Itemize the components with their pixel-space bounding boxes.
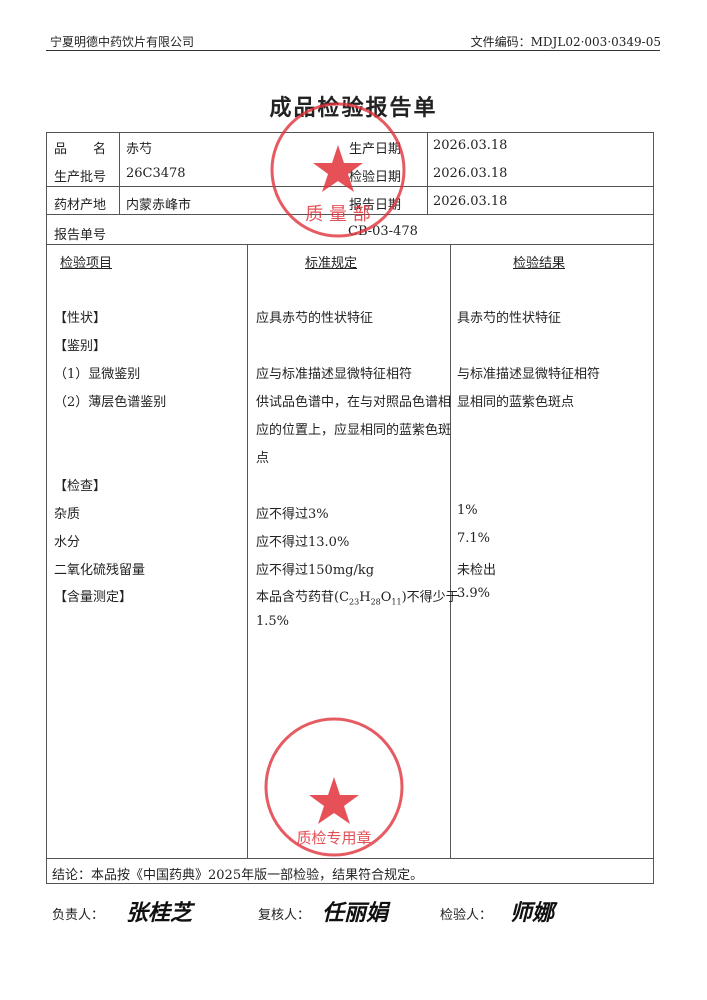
label: 报告单号 xyxy=(54,228,107,243)
row-standard: 点 xyxy=(256,451,270,466)
batch-number: 26C3478 xyxy=(126,166,186,181)
row-result: 与标准描述显微特征相符 xyxy=(457,367,601,382)
row-item: 杂质 xyxy=(54,507,81,522)
report-date: 2026.03.18 xyxy=(433,194,508,209)
quality-dept-stamp: 质 量 部 xyxy=(270,102,406,238)
row-standard: 应的位置上，应显相同的蓝紫色斑 xyxy=(256,423,452,438)
row-standard: 应不得过3% xyxy=(256,507,329,522)
row-result: 具赤芍的性状特征 xyxy=(457,311,562,326)
row-result: 1% xyxy=(457,503,478,518)
signature-inspector: 师娜 xyxy=(510,900,555,926)
company-name: 宁夏明德中药饮片有限公司 xyxy=(50,35,195,49)
column-header-result: 检验结果 xyxy=(513,256,566,271)
svg-text:质检专用章: 质检专用章 xyxy=(296,829,371,847)
row-standard: 应不得过150mg/kg xyxy=(256,563,375,578)
svg-text:质 量 部: 质 量 部 xyxy=(305,204,370,225)
row-standard: 应不得过13.0% xyxy=(256,535,350,550)
row-standard: 应与标准描述显微特征相符 xyxy=(256,367,413,382)
document-code: 文件编码：MDJL02·003·0349-05 xyxy=(470,35,661,49)
label: 生产日期 xyxy=(349,142,402,157)
column-header-standard: 标准规定 xyxy=(305,256,358,271)
product-name: 赤芍 xyxy=(126,142,153,157)
row-result: 未检出 xyxy=(457,563,497,578)
row-result: 3.9% xyxy=(457,586,491,601)
header-divider xyxy=(46,50,660,51)
assay-standard-line2: 1.5% xyxy=(256,614,290,629)
signature-reviewer: 任丽娟 xyxy=(322,900,389,926)
test-date: 2026.03.18 xyxy=(433,166,508,181)
signature-responsible: 张桂芝 xyxy=(126,900,193,926)
label: 检验人： xyxy=(440,908,493,923)
row-result: 显相同的蓝紫色斑点 xyxy=(457,395,575,410)
label: 负责人： xyxy=(52,908,105,923)
row-item: （1）显微鉴别 xyxy=(54,367,141,382)
label: 品 名 xyxy=(54,142,107,157)
row-standard: 应具赤芍的性状特征 xyxy=(256,311,374,326)
row-item: 【性状】 xyxy=(54,311,107,326)
report-number: CB-03-478 xyxy=(348,224,418,239)
row-item: 【含量测定】 xyxy=(54,590,133,605)
label: 报告日期 xyxy=(349,198,402,213)
row-item: 二氧化硫残留量 xyxy=(54,563,146,578)
label: 生产批号 xyxy=(54,170,107,185)
row-item: 【鉴别】 xyxy=(54,339,107,354)
row-result: 7.1% xyxy=(457,531,491,546)
assay-standard: 本品含芍药苷(C23H28O11)不得少于 xyxy=(256,590,459,607)
conclusion: 结论：本品按《中国药典》2025年版一部检验，结果符合规定。 xyxy=(52,868,424,883)
row-item: （2）薄层色谱鉴别 xyxy=(54,395,167,410)
origin: 内蒙赤峰市 xyxy=(126,198,192,213)
label: 复核人： xyxy=(258,908,311,923)
row-standard: 供试品色谱中，在与对照品色谱相 xyxy=(256,395,452,410)
production-date: 2026.03.18 xyxy=(433,138,508,153)
column-header-item: 检验项目 xyxy=(60,256,113,271)
quality-inspection-stamp: 质检专用章 xyxy=(264,717,404,857)
label: 药材产地 xyxy=(54,198,107,213)
label: 检验日期 xyxy=(349,170,402,185)
row-item: 水分 xyxy=(54,535,81,550)
row-item: 【检查】 xyxy=(54,479,107,494)
